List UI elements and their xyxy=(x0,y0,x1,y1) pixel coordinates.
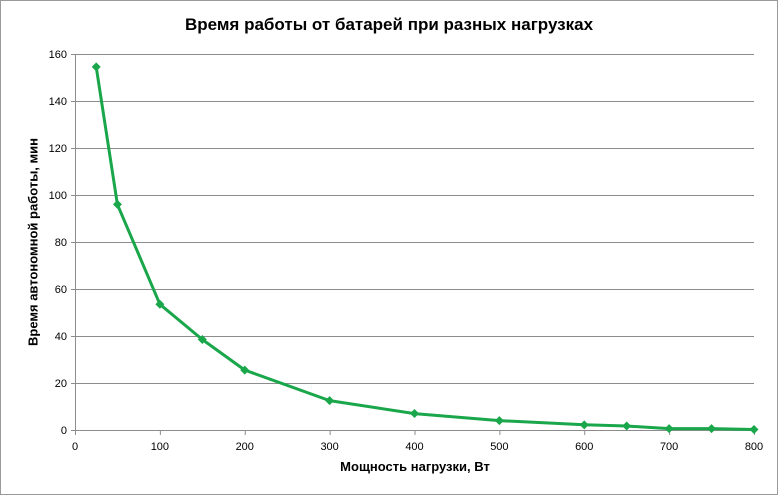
data-point-marker xyxy=(91,62,101,72)
y-tick-label: 40 xyxy=(55,331,67,343)
data-point-marker xyxy=(410,409,419,419)
x-tick-label: 100 xyxy=(151,441,169,453)
data-point-marker xyxy=(155,299,165,309)
chart-title: Время работы от батарей при разных нагру… xyxy=(184,15,594,34)
data-point-marker xyxy=(197,335,207,345)
x-tick-label: 500 xyxy=(490,441,508,453)
x-axis-label: Мощность нагрузки, Вт xyxy=(340,459,490,474)
x-tick-label: 0 xyxy=(72,441,78,453)
y-tick-label: 0 xyxy=(61,425,67,437)
data-point-marker xyxy=(325,396,335,406)
y-tick-label: 100 xyxy=(49,190,67,202)
y-tick-label: 60 xyxy=(55,284,67,296)
series-line xyxy=(94,66,755,431)
data-point-marker xyxy=(664,424,674,434)
y-tick-label: 160 xyxy=(49,49,67,61)
data-point-marker xyxy=(749,425,759,435)
x-tick-label: 700 xyxy=(660,441,678,453)
data-point-marker xyxy=(494,416,504,426)
data-point-marker xyxy=(579,420,589,430)
y-tick-label: 140 xyxy=(49,96,67,108)
y-tick-label: 120 xyxy=(49,143,67,155)
x-tick-label: 300 xyxy=(320,441,338,453)
x-tick-label: 400 xyxy=(405,441,423,453)
data-point-marker xyxy=(112,199,122,209)
data-point-marker xyxy=(707,424,717,434)
data-point-marker xyxy=(622,421,632,431)
x-tick-label: 600 xyxy=(575,441,593,453)
data-point-marker xyxy=(240,365,250,375)
y-axis-label: Время автономной работы, мин xyxy=(25,138,41,346)
x-tick-label: 800 xyxy=(745,441,763,453)
y-tick-label: 80 xyxy=(55,237,67,249)
x-tick-label: 200 xyxy=(236,441,254,453)
y-tick-label: 20 xyxy=(55,378,67,390)
